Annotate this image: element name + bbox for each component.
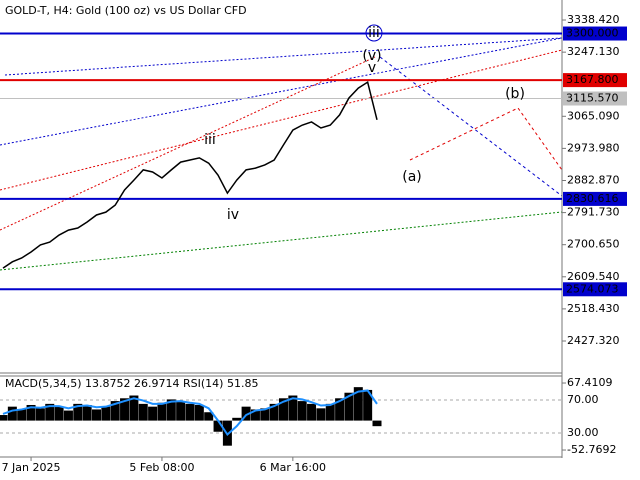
macd-bar: [110, 401, 120, 421]
level-label-box: [563, 73, 627, 88]
macd-bar: [250, 409, 260, 421]
macd-bar: [0, 415, 8, 421]
wave-label: (v): [362, 48, 381, 64]
macd-bar: [232, 417, 242, 421]
trend-line: [0, 56, 376, 231]
macd-bar: [260, 408, 270, 421]
macd-bar: [241, 406, 251, 421]
x-tick-label: 6 Mar 16:00: [260, 461, 326, 474]
macd-bar: [194, 404, 204, 421]
macd-bar: [335, 398, 345, 421]
macd-bar: [148, 406, 158, 421]
macd-bar: [45, 403, 55, 421]
y-tick-label: -52.7692: [567, 443, 616, 456]
level-label-box: [563, 26, 627, 41]
macd-bar: [363, 389, 373, 421]
y-tick-label: 3338.420: [567, 13, 620, 26]
macd-bar: [213, 420, 223, 432]
wave-label: iii: [204, 132, 216, 148]
level-label: 3300.000: [566, 27, 619, 40]
trend-line: [4, 37, 563, 76]
y-tick-label: 3065.090: [567, 109, 620, 122]
wave-label: v: [368, 60, 376, 76]
wave-label: iii: [368, 25, 380, 41]
price-line: [2, 80, 378, 269]
macd-bar: [166, 399, 176, 421]
macd-bar: [325, 403, 335, 421]
y-tick-label: 2791.730: [567, 206, 620, 219]
macd-bar: [138, 403, 148, 421]
y-tick-label: 2700.650: [567, 238, 620, 251]
macd-bar: [129, 395, 139, 421]
level-label: 2830.616: [566, 192, 619, 205]
trend-line: [0, 49, 563, 191]
macd-bar: [54, 406, 64, 421]
level-label-box: [563, 282, 627, 297]
macd-bar: [372, 420, 382, 427]
macd-bar: [26, 404, 36, 421]
x-tick-label: 5 Feb 08:00: [129, 461, 194, 474]
y-tick-label: 3247.130: [567, 45, 620, 58]
trend-line: [0, 37, 563, 146]
macd-bar: [288, 395, 298, 421]
macd-bar: [73, 403, 83, 421]
macd-bar: [176, 401, 186, 421]
level-label: 3167.800: [566, 73, 619, 86]
macd-bar: [185, 403, 195, 421]
level-label-box: [563, 191, 627, 206]
macd-bar: [82, 404, 92, 421]
macd-bar: [316, 408, 326, 421]
wave-label: (a): [402, 169, 422, 185]
macd-bar: [269, 403, 279, 421]
chart-title: GOLD-T, H4: Gold (100 oz) vs US Dollar C…: [5, 4, 247, 17]
macd-bar: [297, 401, 307, 421]
y2-tick-label: 70.00: [567, 393, 599, 406]
macd-bar: [279, 398, 288, 421]
macd-bar: [17, 409, 27, 421]
macd-bar: [353, 387, 363, 421]
macd-bar: [92, 409, 101, 421]
y-tick-label: 2518.430: [567, 302, 620, 315]
wave-label: iv: [227, 207, 239, 223]
macd-bar: [344, 392, 354, 421]
y-tick-label: 67.4109: [567, 376, 613, 389]
macd-bar: [7, 406, 17, 421]
level-label: 3115.570: [566, 92, 619, 105]
forecast-line: [409, 107, 563, 171]
level-label: 2574.073: [566, 282, 619, 295]
y-tick-label: 2427.320: [567, 334, 620, 347]
signal-line: [2, 389, 378, 437]
y-tick-label: 2609.540: [567, 270, 620, 283]
x-tick-label: 7 Jan 2025: [2, 461, 61, 474]
level-label-box: [563, 91, 627, 106]
y-tick-label: 2973.980: [567, 141, 620, 154]
macd-bar: [63, 410, 73, 421]
macd-bar: [204, 412, 214, 421]
wave-label: (b): [505, 86, 525, 102]
macd-bar: [101, 406, 111, 421]
y-tick-label: 2882.870: [567, 173, 620, 186]
y2-tick-label: 30.00: [567, 426, 599, 439]
macd-bar: [120, 398, 130, 421]
indicator-title: MACD(5,34,5) 13.8752 26.9714 RSI(14) 51.…: [5, 377, 258, 390]
macd-bar: [157, 402, 167, 421]
macd-bar: [35, 408, 45, 421]
macd-bar: [307, 403, 317, 421]
